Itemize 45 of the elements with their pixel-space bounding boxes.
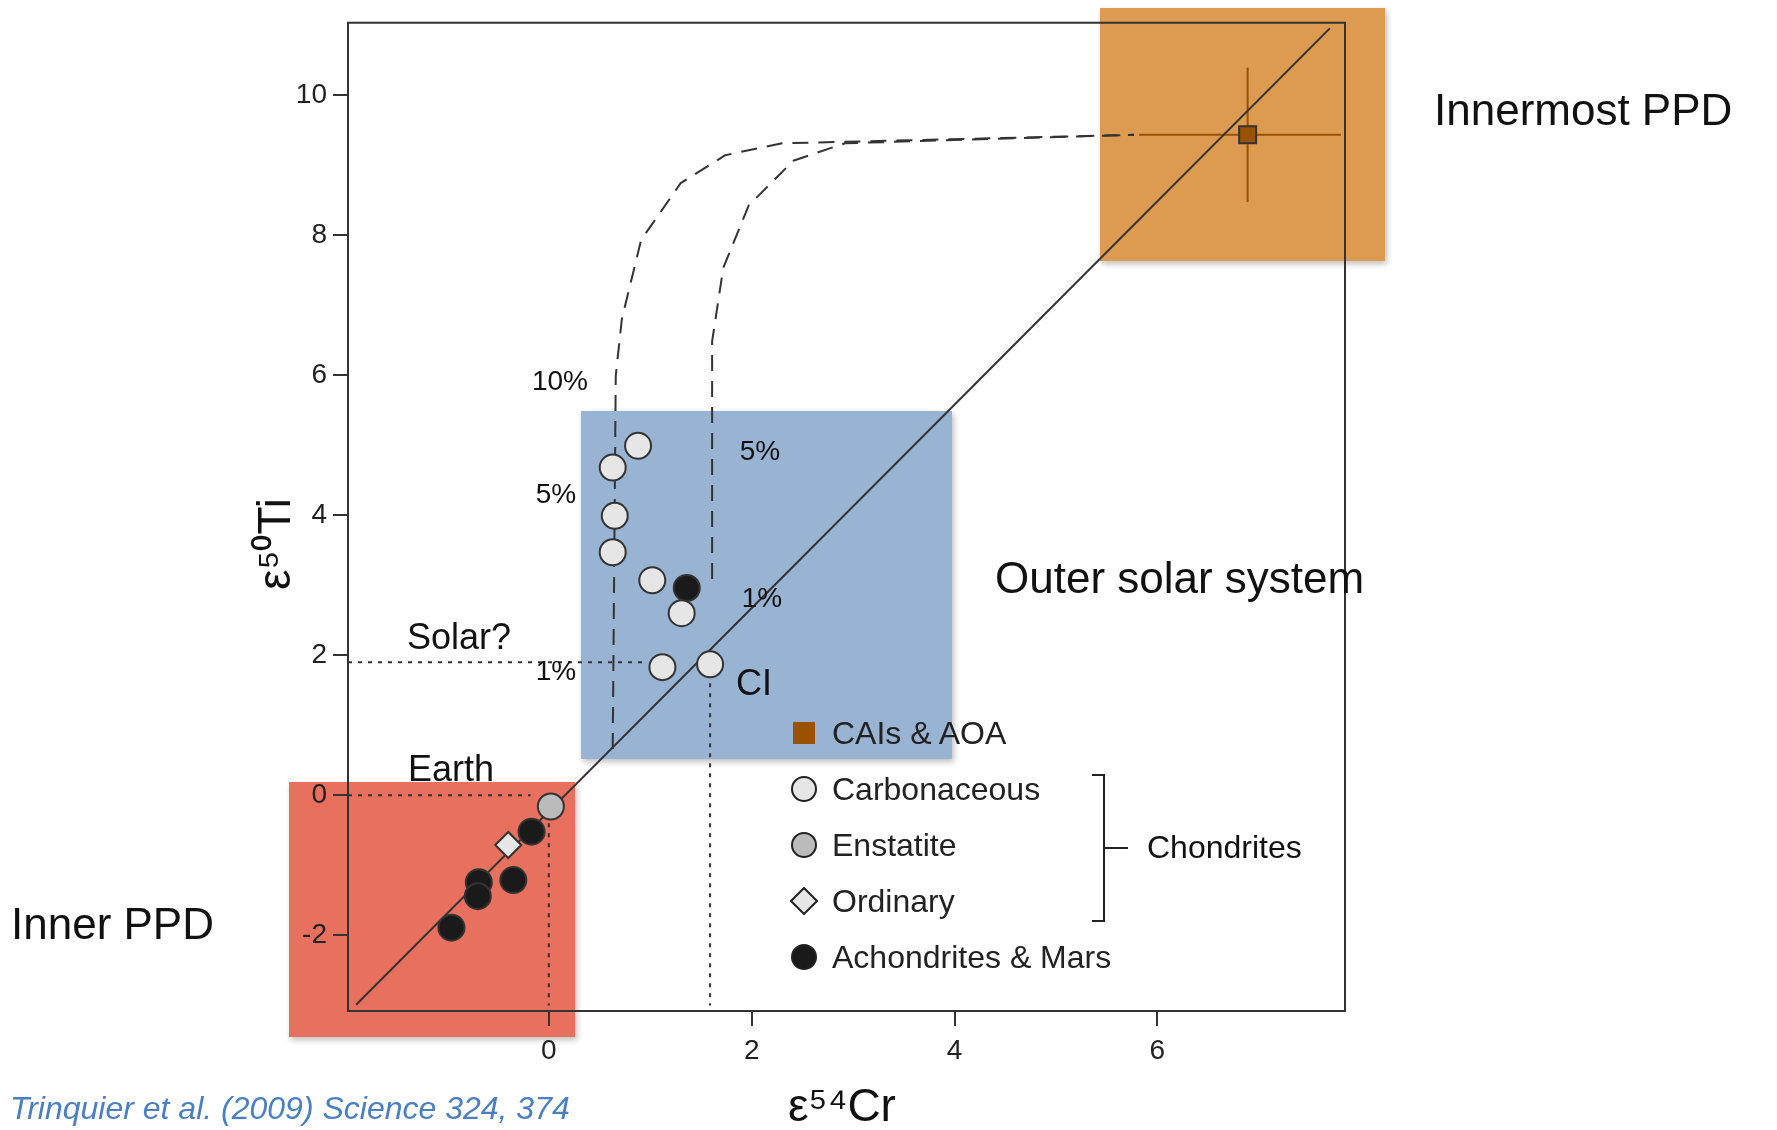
point (624, 431, 653, 460)
annotation: Earth (407, 748, 495, 790)
annotation: 1% (535, 655, 577, 687)
y-tick-label: 8 (311, 217, 327, 249)
y-axis-title: ε⁵⁰Ti (247, 497, 301, 591)
point (517, 817, 546, 846)
x-tick-label: 6 (1149, 1033, 1166, 1065)
text: Trinquier et al. (2009) Science 324, 374 (10, 1090, 570, 1127)
annotation: 5% (535, 478, 577, 510)
point (667, 599, 696, 628)
legend-label: Ordinary (832, 882, 955, 920)
y-tick-label: 0 (311, 778, 327, 810)
legend-label: Carbonaceous (832, 770, 1041, 808)
y-tick-label: 4 (311, 497, 327, 529)
point (598, 538, 627, 567)
point (536, 792, 565, 821)
annotation: Solar? (406, 616, 512, 658)
point (463, 882, 492, 911)
legend-label: CAIs & AOA (832, 714, 1007, 752)
point (648, 653, 677, 682)
annotation: CI (736, 662, 772, 704)
legend-label: Achondrites & Mars (832, 938, 1112, 976)
y-tick-label: -2 (302, 918, 327, 950)
x-axis-title: ε⁵⁴Cr (788, 1078, 896, 1130)
legend-label: Enstatite (832, 826, 957, 864)
x-tick-label: 0 (541, 1033, 557, 1065)
y-tick-label: 2 (311, 637, 327, 669)
point (598, 453, 627, 482)
annotation: Chondrites (1147, 828, 1302, 866)
point (672, 573, 701, 602)
text: Inner PPD (11, 899, 214, 949)
annotation: 10% (531, 365, 589, 397)
text: Innermost PPD (1434, 85, 1733, 135)
y-tick-label: 10 (295, 77, 327, 109)
point (494, 831, 523, 860)
y-tick-label: 6 (311, 357, 327, 389)
x-tick-label: 4 (946, 1033, 963, 1065)
x-tick-label: 2 (743, 1033, 760, 1065)
point (499, 866, 528, 895)
point (1238, 125, 1258, 145)
annotation: 5% (739, 435, 781, 467)
point (696, 650, 725, 679)
point (437, 913, 466, 942)
point (600, 501, 629, 530)
point (638, 566, 667, 595)
